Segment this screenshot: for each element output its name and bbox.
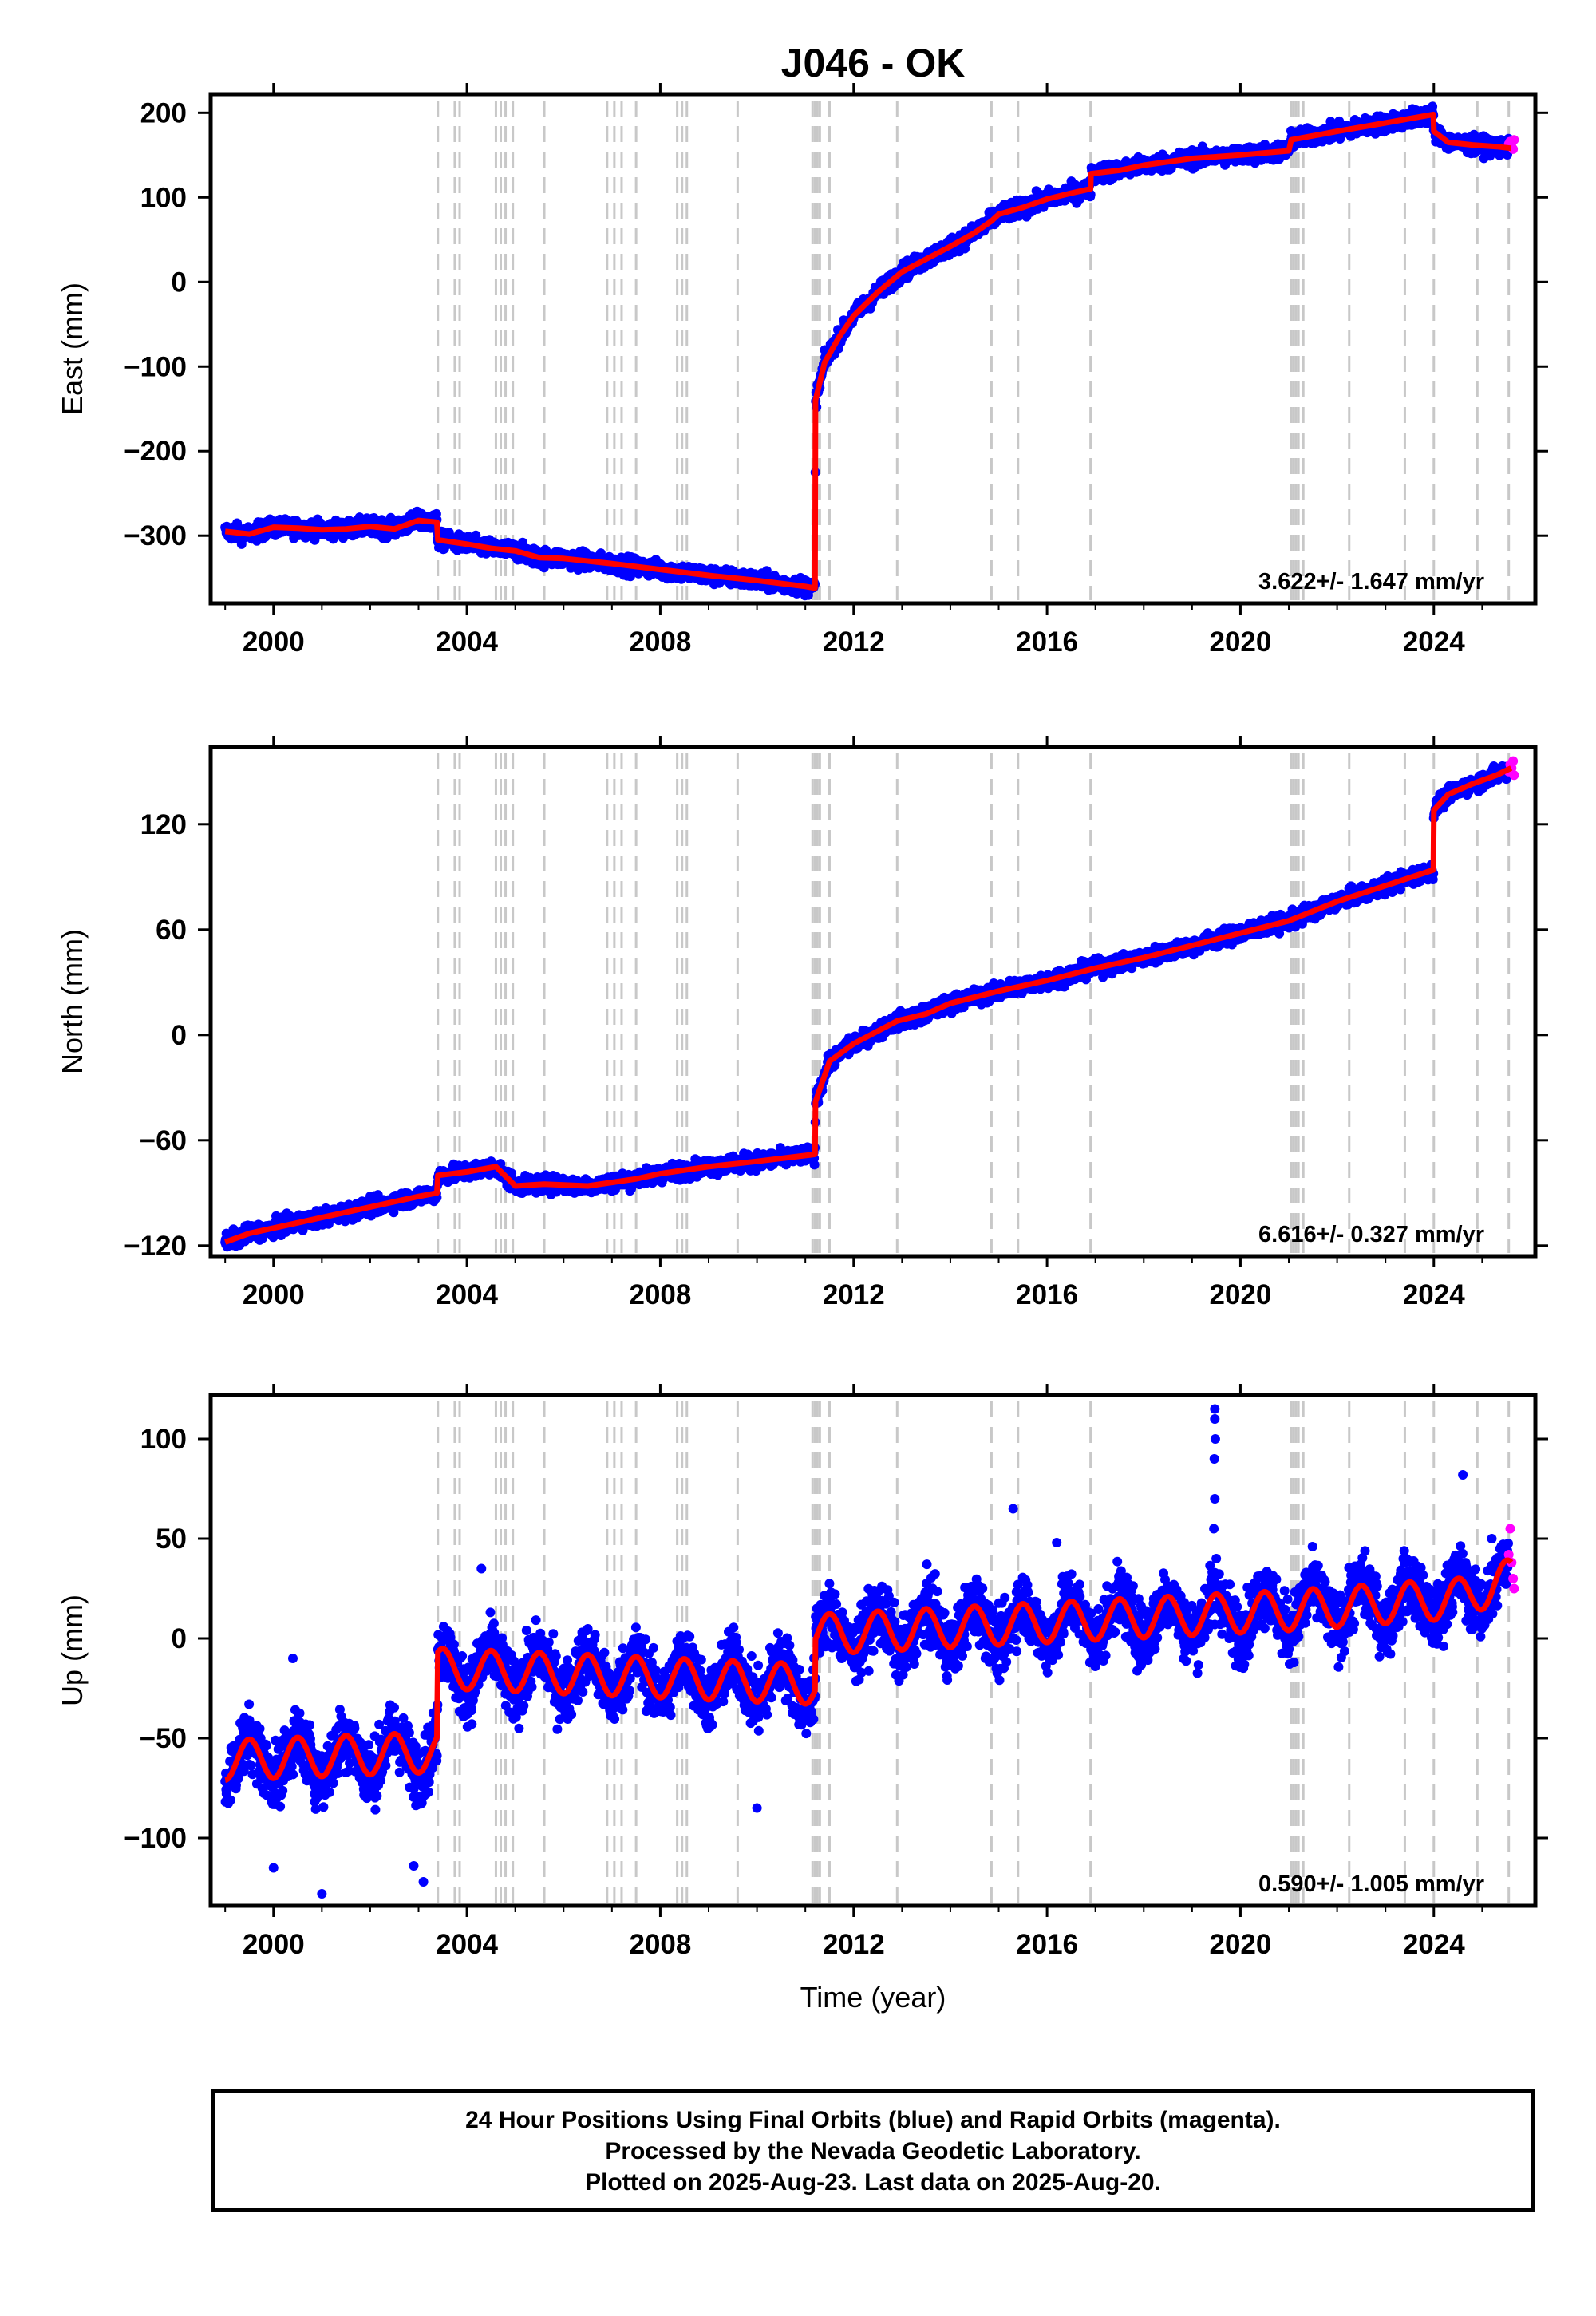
final-orbit-points <box>220 101 1514 601</box>
x-tick-label: 2020 <box>1210 626 1272 658</box>
y-axis-ticks: −300 −200 −100 0 100 200 <box>124 97 1548 551</box>
y-tick-label: −300 <box>124 520 187 551</box>
y-tick-label: −100 <box>124 351 187 382</box>
y-axis-label: East (mm) <box>56 283 89 415</box>
x-tick-label: 2016 <box>1016 626 1078 658</box>
y-tick-label: 100 <box>140 182 187 213</box>
rapid-point <box>1509 135 1519 145</box>
final-orbit-points <box>220 761 1514 1252</box>
y-tick-label: 0 <box>172 267 187 298</box>
data-point <box>809 1160 820 1170</box>
panel-east: 2000 2004 2008 2012 2016 2020 2024−300−200−100… <box>56 83 1548 658</box>
x-tick-label: 2000 <box>243 626 305 658</box>
x-tick-label: 2004 <box>436 626 498 658</box>
x-tick-label: 2024 <box>1403 626 1465 658</box>
x-tick-label: 2012 <box>823 626 885 658</box>
panel-north: 2000 2004 2008 2012 2016 2020 2024−120−6006012… <box>56 736 1548 1310</box>
velocity-rate-label: 3.622+/- 1.647 mm/yr <box>1258 569 1484 595</box>
panels-group: 2000 2004 2008 2012 2016 2020 2024−300−200−100… <box>56 83 1548 1960</box>
event-lines <box>437 101 1511 600</box>
y-tick-label: 200 <box>140 97 187 128</box>
x-tick-label: 2008 <box>629 626 691 658</box>
chart-title: J046 - OK <box>781 41 966 85</box>
y-tick-label: −200 <box>124 436 187 467</box>
